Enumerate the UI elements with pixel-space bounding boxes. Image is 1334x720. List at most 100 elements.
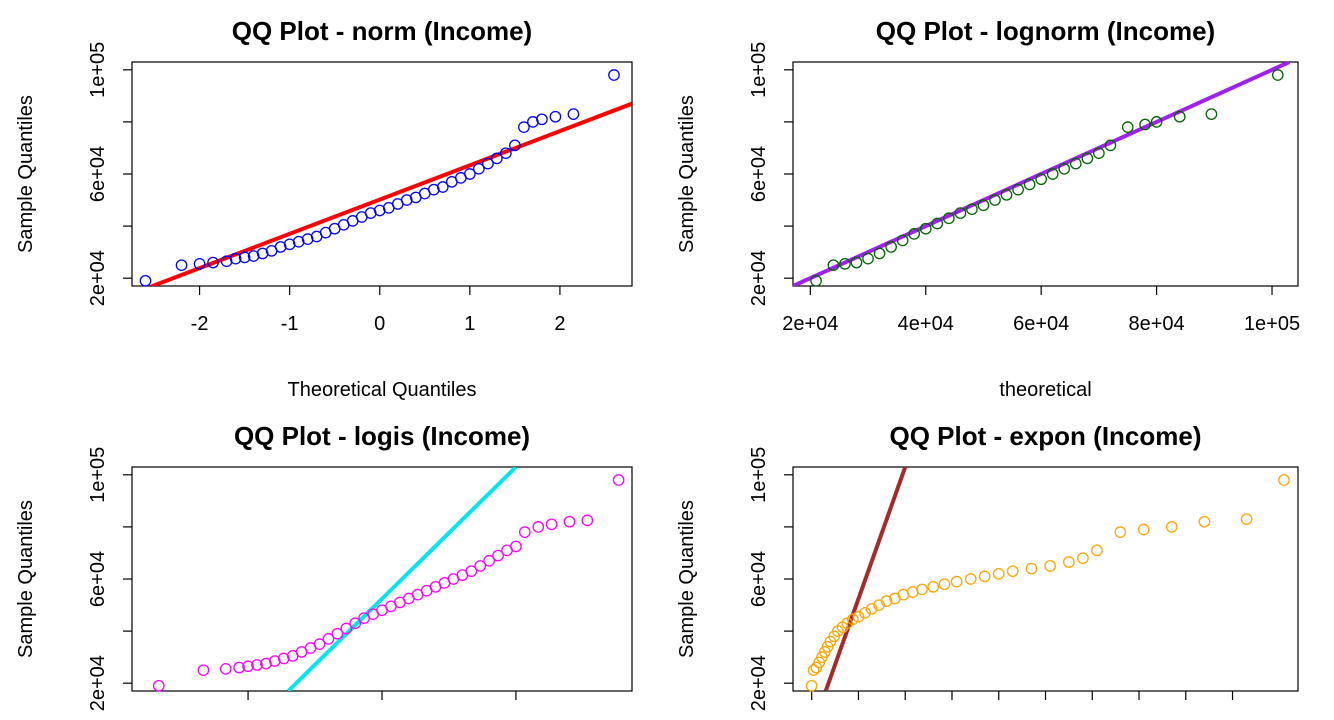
data-point: [964, 573, 977, 585]
data-point: [518, 121, 530, 133]
x-tick-label: 4e+04: [898, 313, 954, 335]
data-point: [1044, 560, 1057, 572]
data-point: [850, 256, 863, 269]
y-axis-label: Sample Quantiles: [676, 500, 698, 658]
qq-panel-1: QQ Plot - norm (Income) Sample Quantiles T…: [15, 16, 633, 401]
data-point: [1063, 556, 1075, 568]
data-point: [992, 567, 1005, 580]
data-point: [1271, 69, 1284, 81]
x-axis-label: theoretical: [999, 379, 1091, 401]
data-point: [152, 679, 165, 692]
x-tick-label: 2e+04: [782, 313, 838, 335]
data-point: [1025, 562, 1038, 575]
chart-title: QQ Plot - expon (Income): [889, 421, 1201, 451]
data-point: [500, 147, 512, 160]
data-point: [919, 222, 932, 235]
data-point: [954, 207, 967, 219]
data-point: [1205, 108, 1218, 120]
y-tick-label: 2e+04: [87, 250, 109, 306]
x-tick-label: 8e+04: [1129, 313, 1185, 335]
data-point: [1139, 118, 1151, 131]
data-point: [536, 113, 548, 126]
y-tick-label: 1e+05: [748, 447, 770, 503]
data-point: [175, 259, 188, 272]
data-point: [509, 139, 521, 152]
data-point: [942, 212, 955, 225]
y-tick-label: 2e+04: [87, 655, 109, 711]
data-point: [1091, 544, 1103, 557]
data-point: [322, 633, 335, 645]
reference-line: [286, 467, 518, 691]
data-point: [233, 661, 245, 674]
y-axis-label: Sample Quantiles: [15, 500, 37, 658]
y-tick-label: 2e+04: [748, 250, 770, 306]
data-point: [1077, 552, 1089, 565]
data-point: [207, 256, 219, 269]
data-point: [978, 570, 991, 583]
data-point: [349, 617, 362, 630]
data-point: [989, 194, 1001, 206]
data-point: [1058, 162, 1071, 175]
data-point: [482, 157, 494, 170]
data-point: [1023, 178, 1036, 191]
y-tick-label: 1e+05: [87, 447, 109, 503]
data-point: [612, 474, 625, 486]
data-point: [251, 659, 263, 671]
data-point: [567, 108, 580, 120]
data-point: [852, 610, 865, 623]
data-point: [807, 664, 820, 677]
data-point: [938, 578, 951, 591]
data-point: [805, 679, 818, 692]
data-point: [1150, 116, 1163, 128]
x-tick-label: 1: [464, 313, 475, 335]
data-point: [966, 203, 978, 216]
x-tick-label: 0: [374, 313, 385, 335]
data-point: [549, 110, 562, 123]
data-point: [483, 554, 495, 567]
chart-title: QQ Plot - norm (Income): [232, 16, 532, 46]
data-point: [885, 241, 897, 253]
plot-frame: [131, 466, 633, 692]
data-point: [472, 162, 485, 175]
data-point: [313, 638, 326, 650]
y-tick-label: 6e+04: [748, 551, 770, 607]
data-point: [1069, 157, 1082, 170]
data-point: [1104, 139, 1117, 152]
data-point: [465, 565, 478, 578]
data-point: [139, 274, 152, 287]
data-point: [463, 168, 476, 180]
data-point: [608, 69, 620, 81]
reference-line: [823, 467, 908, 691]
data-point: [1046, 168, 1059, 180]
data-point: [1035, 173, 1048, 186]
data-point: [1173, 110, 1186, 123]
data-point: [340, 622, 353, 635]
data-point: [545, 518, 558, 531]
qq-panel-3: QQ Plot - logis (Income) Sample Quantiles…: [15, 421, 633, 711]
data-point: [880, 595, 893, 607]
data-point: [1114, 526, 1127, 538]
data-point: [931, 217, 944, 230]
data-point: [839, 258, 851, 270]
reference-line: [146, 101, 632, 286]
data-point: [510, 540, 522, 553]
data-point: [896, 234, 909, 247]
data-point: [436, 181, 449, 193]
data-point: [827, 259, 840, 272]
data-point: [862, 252, 874, 265]
x-tick-label: 6e+04: [1013, 313, 1069, 335]
data-point: [242, 660, 254, 673]
y-tick-label: 6e+04: [748, 146, 770, 202]
data-point: [277, 652, 290, 665]
data-point: [859, 607, 871, 619]
data-point: [908, 228, 921, 240]
data-point: [1006, 565, 1019, 578]
data-point: [491, 152, 503, 165]
data-point: [873, 599, 885, 611]
data-point: [492, 549, 504, 562]
data-point: [1278, 474, 1290, 486]
data-point: [847, 613, 859, 626]
data-point: [1240, 513, 1253, 525]
x-tick-label: 1e+05: [1244, 313, 1300, 335]
